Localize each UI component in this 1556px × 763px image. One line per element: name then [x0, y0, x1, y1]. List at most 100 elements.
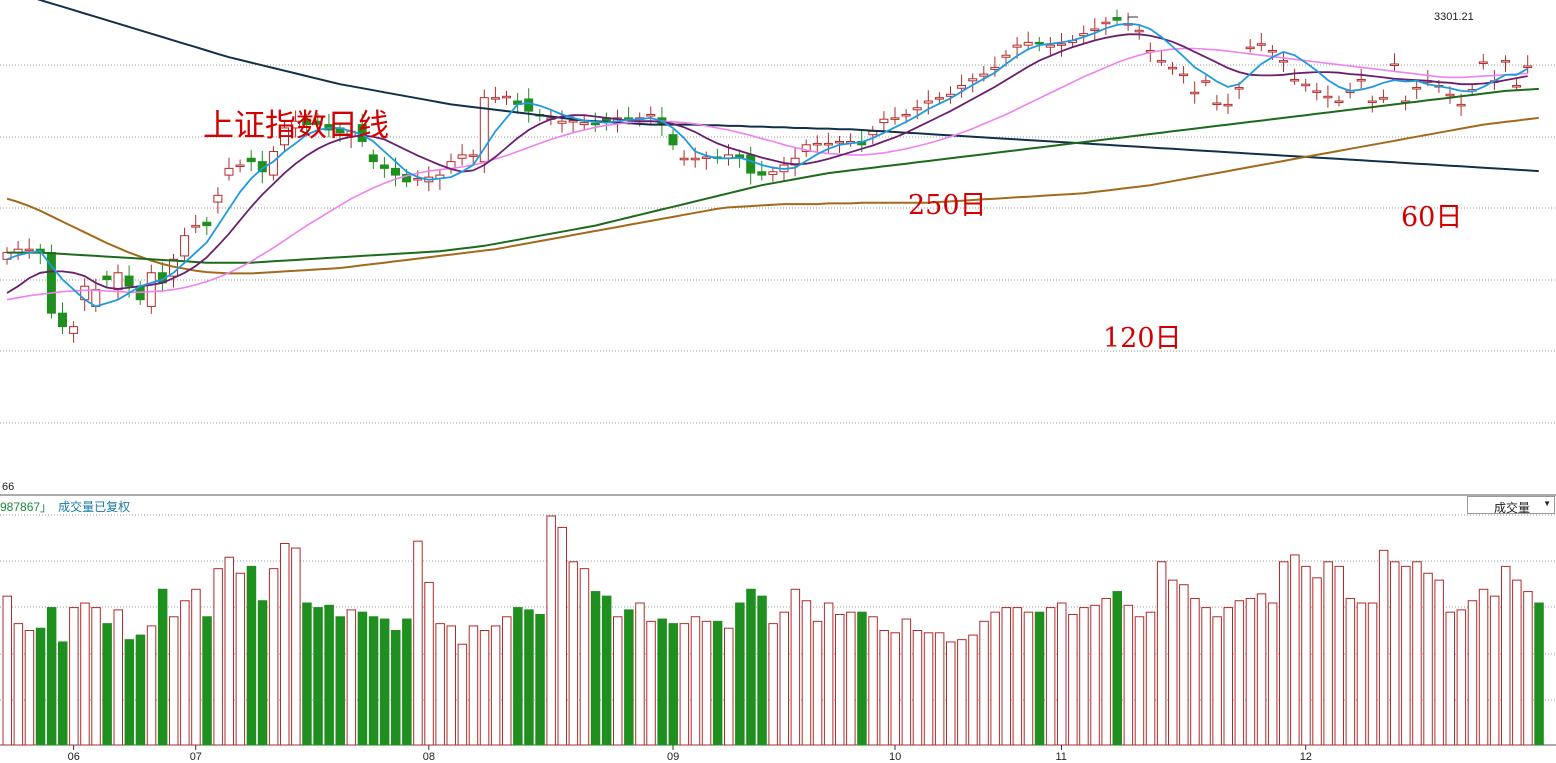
candle-body: [1201, 80, 1211, 83]
volume-bar: [946, 641, 956, 746]
volume-value: 987867: [0, 500, 41, 514]
candle-body: [1234, 87, 1244, 90]
volume-bar: [1123, 604, 1134, 746]
candle-body: [1367, 100, 1377, 104]
candle-body: [957, 85, 967, 89]
volume-bar: [1534, 602, 1544, 746]
candle-body: [524, 98, 534, 112]
volume-bar: [1323, 561, 1333, 746]
volume-bar: [579, 568, 590, 746]
volume-bar: [1312, 577, 1322, 746]
candle-body: [457, 154, 467, 159]
candle-body: [391, 167, 400, 176]
volume-bar: [1523, 591, 1533, 746]
volume-bar: [757, 595, 767, 746]
volume-bar: [1367, 602, 1378, 746]
candle-body: [490, 97, 500, 100]
candle-body: [646, 113, 656, 117]
volume-bar: [890, 632, 900, 746]
volume-bar: [224, 556, 234, 746]
candle-body: [835, 140, 844, 144]
volume-bar: [679, 623, 690, 746]
volume-bar: [1267, 602, 1278, 746]
candle-body: [990, 66, 1000, 70]
volume-bar: [1134, 616, 1145, 746]
volume-bar: [1201, 607, 1211, 746]
volume-bar: [1023, 611, 1034, 746]
volume-bar: [1467, 600, 1478, 746]
indicator-select[interactable]: 成交量 ▼: [1467, 496, 1555, 515]
candle-body: [1212, 102, 1222, 106]
volume-bar: [302, 602, 312, 746]
candle-body: [1323, 95, 1333, 99]
volume-bar: [102, 623, 112, 746]
volume-bar: [590, 591, 601, 746]
volume-bar: [58, 641, 68, 746]
candle-body: [1523, 65, 1533, 68]
candle-body: [912, 107, 922, 111]
volume-bar: [601, 595, 612, 746]
volume-bar: [1512, 579, 1522, 746]
volume-bar: [912, 630, 923, 746]
volume-bar: [857, 611, 867, 746]
ma120-label: 120日: [1103, 323, 1182, 354]
volume-bar: [646, 620, 656, 746]
candle-body: [1412, 87, 1422, 90]
volume-bar: [1423, 572, 1433, 746]
candle-body: [313, 120, 323, 126]
ma5-line: [6, 22, 1529, 308]
volume-bar: [335, 616, 345, 746]
candle-body: [690, 157, 700, 161]
candle-body: [801, 144, 811, 153]
candle-body: [1356, 78, 1366, 82]
volume-bar: [91, 607, 101, 746]
volume-bar: [1168, 579, 1178, 746]
volume-bar: [879, 630, 889, 746]
candle-body: [246, 157, 256, 163]
candle-body: [291, 120, 301, 129]
candle-body: [701, 156, 711, 159]
volume-bar: [1489, 595, 1500, 746]
candle-body: [746, 154, 756, 174]
candle-body: [1290, 78, 1300, 82]
candle-body: [191, 225, 201, 228]
candle-body: [1012, 44, 1022, 48]
volume-bar: [957, 639, 967, 746]
volume-bar: [257, 600, 268, 746]
volume-bar: [1334, 565, 1344, 746]
candle-body: [224, 167, 234, 176]
candle-body: [923, 100, 933, 104]
volume-bar: [1190, 597, 1200, 746]
ma10-line: [6, 33, 1528, 294]
volume-bar: [1401, 565, 1411, 746]
volume-bar: [812, 620, 823, 746]
time-axis-label: 10: [889, 751, 901, 763]
volume-bar: [868, 616, 878, 746]
volume-bar: [479, 630, 490, 746]
volume-bar: [135, 634, 146, 746]
volume-bar: [1223, 607, 1233, 746]
candle-body: [1001, 54, 1011, 58]
candle-body: [934, 97, 944, 100]
candle-body: [1512, 85, 1522, 88]
volume-bar: [657, 618, 667, 746]
volume-bar: [735, 602, 745, 746]
volume-bar: [712, 620, 723, 746]
time-axis-label: 06: [68, 751, 80, 763]
candle-body: [1045, 44, 1055, 48]
volume-bar: [1412, 561, 1422, 746]
volume-bar: [113, 609, 123, 746]
candle-body: [124, 275, 134, 287]
candle-body: [1501, 60, 1510, 63]
candle-body: [879, 118, 889, 124]
volume-bar: [1001, 607, 1011, 746]
candle-body: [1168, 66, 1177, 70]
ma250-line: [36, 0, 1539, 173]
volume-bar: [546, 515, 556, 746]
volume-bar: [535, 613, 545, 746]
volume-bar: [146, 625, 157, 746]
volume-bar: [502, 616, 512, 746]
volume-bar: [923, 632, 934, 746]
time-axis-label: 08: [423, 751, 435, 763]
